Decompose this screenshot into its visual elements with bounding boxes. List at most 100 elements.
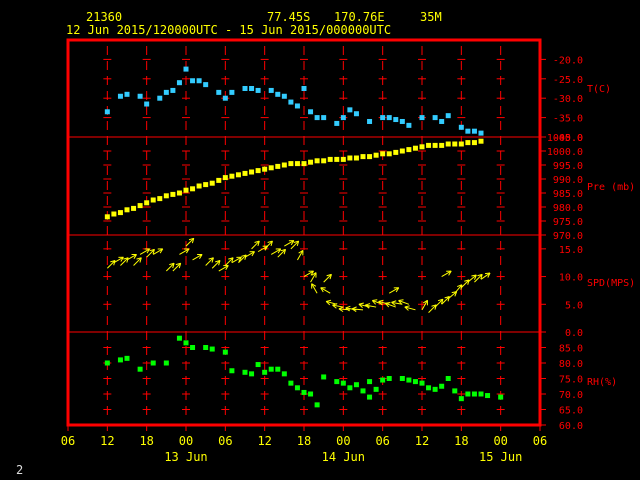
data-point xyxy=(242,86,248,91)
wind-arrow-shaft xyxy=(218,265,229,272)
page-number: 2 xyxy=(16,463,24,477)
x-tick-label: 00 xyxy=(179,434,193,448)
data-point xyxy=(137,366,143,372)
y-tick-label: 85.0 xyxy=(559,344,583,355)
wind-arrow xyxy=(391,300,403,306)
wind-arrow xyxy=(338,306,350,313)
wind-arrow-head xyxy=(437,298,444,302)
wind-arrow xyxy=(211,259,221,269)
data-point xyxy=(399,118,405,124)
wind-arrow-shaft xyxy=(310,272,317,283)
data-point xyxy=(190,345,196,350)
wind-arrow-head xyxy=(457,284,463,288)
data-point xyxy=(170,191,176,197)
wind-arrow-shaft xyxy=(277,249,286,258)
y-tick-label: 985.0 xyxy=(553,189,583,200)
wind-arrow-head xyxy=(311,283,317,287)
wind-arrow xyxy=(224,257,234,266)
data-point xyxy=(314,115,320,121)
wind-arrow-shaft xyxy=(323,273,332,283)
wind-arrow xyxy=(165,262,175,272)
wind-arrow-shaft xyxy=(460,279,470,289)
data-point xyxy=(301,86,307,91)
x-tick-label: 18 xyxy=(454,434,468,448)
wind-arrow-shaft xyxy=(428,304,437,313)
wind-arrow xyxy=(398,299,410,305)
data-point xyxy=(222,95,228,101)
wind-arrow xyxy=(385,302,396,308)
data-point xyxy=(347,385,353,391)
data-point xyxy=(150,197,156,203)
wind-arrow-shaft xyxy=(351,308,364,311)
wind-arrow-shaft xyxy=(434,298,444,308)
wind-arrow xyxy=(185,237,195,247)
data-point xyxy=(163,89,169,95)
data-point xyxy=(176,335,182,341)
data-point xyxy=(452,388,458,394)
panel-0: -20.0 -25.0 -30.0 -35.0 -40.0 T(C) xyxy=(103,55,611,144)
wind-arrow-head xyxy=(298,249,304,254)
data-point xyxy=(229,89,235,95)
data-point xyxy=(386,376,392,381)
wind-arrow xyxy=(172,262,182,272)
wind-arrow-head xyxy=(372,299,378,302)
y-tick-label: 995.0 xyxy=(553,161,583,172)
wind-arrow-head xyxy=(385,302,390,308)
wind-arrow-shaft xyxy=(284,240,295,247)
data-point xyxy=(439,118,445,124)
data-point xyxy=(281,93,287,99)
data-point xyxy=(209,180,215,186)
data-point xyxy=(340,115,346,121)
wind-arrow-shaft xyxy=(244,251,255,258)
data-point xyxy=(222,349,228,355)
wind-arrow-head xyxy=(329,274,332,280)
wind-arrow-head xyxy=(133,254,137,259)
data-point xyxy=(321,158,327,164)
data-point xyxy=(314,158,320,164)
wind-arrow xyxy=(303,270,314,278)
x-tick-label: 18 xyxy=(139,434,153,448)
wind-arrow xyxy=(297,249,304,261)
data-point xyxy=(353,382,359,388)
wind-arrow-head xyxy=(371,300,377,305)
wind-arrow xyxy=(244,251,255,258)
data-point xyxy=(203,82,209,88)
data-point xyxy=(458,124,464,130)
wind-arrow-head xyxy=(215,259,221,263)
data-point xyxy=(196,183,202,189)
wind-arrow-shaft xyxy=(251,240,260,250)
wind-arrow-head xyxy=(471,274,477,277)
wind-arrow-head xyxy=(241,254,247,257)
wind-arrow-shaft xyxy=(211,260,221,269)
data-point xyxy=(242,170,248,176)
data-point xyxy=(399,376,405,381)
wind-arrow-head xyxy=(251,251,255,257)
data-point xyxy=(498,394,504,400)
wind-arrow-shaft xyxy=(480,272,491,280)
wind-arrow-head xyxy=(225,265,229,271)
x-tick-label: 12 xyxy=(415,434,429,448)
data-point xyxy=(235,172,241,178)
wind-arrow-head xyxy=(270,240,273,247)
data-point xyxy=(301,389,307,395)
wind-arrow-head xyxy=(231,257,234,263)
y-tick-label: -25.0 xyxy=(553,75,583,86)
data-point xyxy=(426,385,432,391)
data-point xyxy=(386,151,392,157)
wind-arrow xyxy=(290,240,300,250)
y-tick-label: 65.0 xyxy=(559,406,583,417)
wind-arrow-head xyxy=(345,305,351,309)
data-point xyxy=(268,366,274,372)
wind-arrow-shaft xyxy=(467,274,477,283)
wind-arrow-head xyxy=(280,248,286,252)
data-point xyxy=(262,369,268,375)
wind-arrow-shaft xyxy=(192,254,203,261)
data-point xyxy=(190,186,196,192)
wind-arrow xyxy=(434,298,444,308)
wind-arrow-head xyxy=(358,303,363,309)
wind-arrow-head xyxy=(123,257,129,260)
wind-arrow-head xyxy=(277,248,282,254)
data-point xyxy=(111,211,117,217)
wind-arrow-head xyxy=(149,248,155,252)
